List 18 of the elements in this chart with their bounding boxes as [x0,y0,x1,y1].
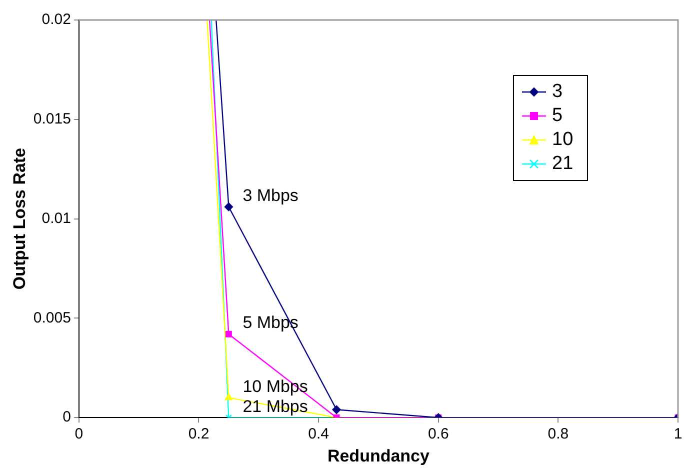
y-tick-label: 0 [62,408,71,426]
legend-label: 5 [552,104,563,128]
y-axis-title: Output Loss Rate [10,148,29,290]
y-tick-label: 0.005 [33,309,71,326]
y-tick-label: 0.01 [42,210,71,227]
y-tick-label: 0.015 [33,110,71,128]
legend-label: 3 [552,80,563,104]
x-tick-label: 0.8 [548,426,569,443]
x-tick-label: 0.2 [188,426,210,443]
x-tick-label: 0.4 [308,426,329,443]
x-tick-label: 0.6 [428,426,449,443]
x-tick-label: 1 [674,426,682,443]
x-axis-title: Redundancy [327,446,430,466]
annotation: 3 Mbps [242,186,298,205]
y-tick-label: 0.02 [42,11,71,28]
legend-label: 10 [552,128,574,152]
x-tick-label: 0 [74,426,84,443]
legend-label: 21 [552,152,574,176]
